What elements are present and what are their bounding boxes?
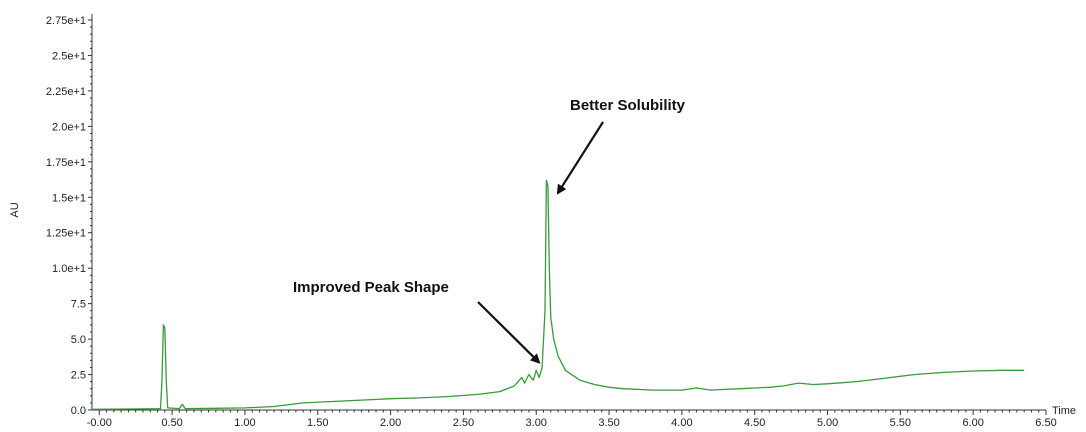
y-tick-label: 2.75e+1 — [46, 15, 86, 27]
x-axis-ticks: -0.00 0.50 1.00 1.50 2.00 2.50 3.00 3.50 4.00 4.5… — [87, 410, 1057, 429]
y-axis-ticks: 0.0 2.5 5.0 7.5 1.0e+1 1.25e+1 1.5e+1 1.75e+1 2.… — [46, 15, 92, 417]
x-tick-label: 0.50 — [161, 417, 182, 429]
axes — [91, 14, 1046, 411]
y-tick-label: 1.75e+1 — [46, 157, 86, 169]
y-tick-label: 2.5e+1 — [52, 50, 86, 62]
series-line — [91, 179, 1025, 410]
x-tick-label: 6.00 — [962, 417, 983, 429]
y-axis-title: AU — [9, 202, 21, 217]
y-tick-label: 2.25e+1 — [46, 86, 86, 98]
x-axis-title: Time — [1052, 405, 1076, 417]
annotation-arrow — [556, 121, 604, 195]
x-tick-label: -0.00 — [87, 417, 112, 429]
annotation-label: Better Solubility — [570, 97, 686, 114]
y-tick-label: 1.5e+1 — [52, 192, 86, 204]
y-tick-label: 2.0e+1 — [52, 121, 86, 133]
annotation-arrow — [477, 301, 541, 364]
y-tick-label: 1.0e+1 — [52, 263, 86, 275]
x-tick-label: 1.50 — [307, 417, 328, 429]
x-tick-label: 5.00 — [817, 417, 838, 429]
y-tick-label: 1.25e+1 — [46, 228, 86, 240]
annotation-layer: Better Solubility Improved Peak Shape — [293, 97, 686, 364]
x-tick-label: 5.50 — [890, 417, 911, 429]
annotation-label: Improved Peak Shape — [293, 279, 449, 296]
y-tick-label: 2.5 — [71, 370, 86, 382]
series-layer — [91, 179, 1025, 410]
y-tick-label: 5.0 — [71, 334, 86, 346]
y-tick-label: 7.5 — [71, 299, 86, 311]
x-tick-label: 4.50 — [744, 417, 765, 429]
x-tick-label: 2.50 — [453, 417, 474, 429]
x-tick-label: 6.50 — [1035, 417, 1056, 429]
x-tick-label: 1.00 — [234, 417, 255, 429]
x-tick-label: 4.00 — [671, 417, 692, 429]
y-tick-label: 0.0 — [71, 405, 86, 417]
x-tick-label: 3.00 — [526, 417, 547, 429]
x-tick-label: 2.00 — [380, 417, 401, 429]
x-tick-label: 3.50 — [598, 417, 619, 429]
